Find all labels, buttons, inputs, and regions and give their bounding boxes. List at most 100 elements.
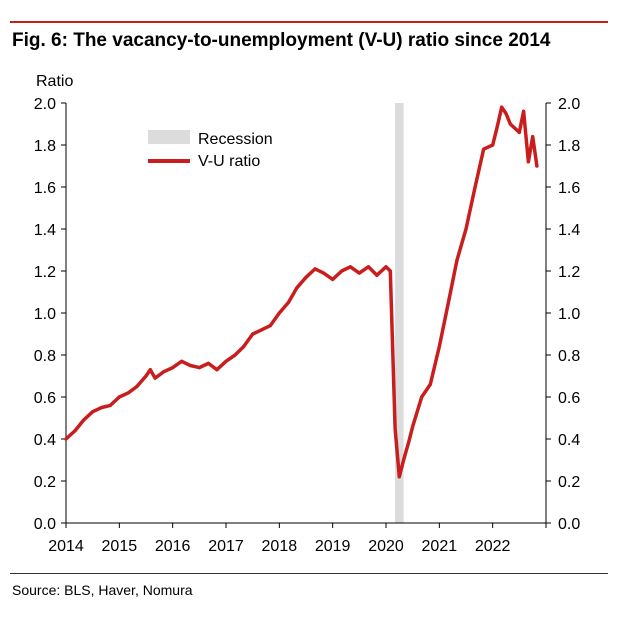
data-point	[531, 135, 535, 139]
data-point	[366, 265, 370, 269]
data-point	[535, 164, 539, 168]
data-point	[437, 345, 441, 349]
legend-label-recession: Recession	[198, 131, 273, 148]
data-point	[206, 361, 210, 365]
data-point	[420, 395, 424, 399]
data-point	[348, 265, 352, 269]
data-point	[508, 122, 512, 126]
legend-swatch-recession	[148, 130, 190, 144]
data-point	[393, 426, 397, 431]
x-tick-label: 2015	[102, 538, 138, 555]
data-point	[126, 391, 130, 395]
data-point	[491, 143, 495, 147]
data-point	[375, 273, 379, 277]
data-point	[64, 437, 68, 441]
data-point	[251, 332, 255, 336]
data-point	[224, 359, 228, 363]
data-point	[500, 105, 504, 109]
y-tick-label-left: 0.8	[34, 348, 56, 365]
bottom-rule	[10, 573, 608, 574]
data-point	[384, 265, 388, 269]
data-point	[233, 353, 237, 357]
data-point	[268, 324, 272, 328]
y-tick-label-right: 0.2	[558, 474, 580, 491]
data-point	[260, 328, 264, 332]
data-point	[148, 368, 152, 372]
x-tick-label: 2020	[368, 538, 404, 555]
y-tick-label-right: 0.6	[558, 390, 580, 407]
y-tick-label-right: 0.0	[558, 516, 580, 533]
x-tick-label: 2019	[315, 538, 351, 555]
data-point	[495, 126, 499, 130]
y-tick-label-left: 1.4	[34, 222, 56, 239]
y-tick-label-left: 0.6	[34, 390, 56, 407]
data-point	[517, 130, 521, 134]
data-point	[522, 109, 526, 113]
data-point	[304, 275, 308, 279]
data-point	[473, 185, 477, 189]
data-point	[144, 374, 148, 378]
y-tick-label-right: 1.4	[558, 222, 580, 239]
y-tick-label-left: 0.4	[34, 432, 56, 449]
data-point	[197, 366, 201, 370]
y-tick-label-right: 2.0	[558, 96, 580, 113]
x-tick-label: 2022	[475, 538, 511, 555]
recession-band	[395, 103, 404, 523]
x-tick-label: 2014	[48, 538, 84, 555]
data-point	[162, 370, 166, 374]
data-point	[171, 366, 175, 370]
data-point	[73, 429, 77, 433]
data-point	[455, 258, 459, 263]
y-tick-label-left: 1.2	[34, 264, 56, 281]
data-point	[180, 359, 184, 363]
y-tick-label-right: 0.4	[558, 432, 580, 449]
data-point	[100, 405, 104, 410]
y-tick-label-left: 2.0	[34, 96, 56, 113]
data-point	[357, 271, 361, 275]
data-point	[108, 403, 112, 407]
data-point	[286, 300, 290, 305]
data-point	[313, 267, 317, 271]
chart: 0.0 0.0 0.2 0.2 0.4 0.4 0.6 0.6 0.8 0.8 1.0 1.0 1.2 1…	[34, 73, 581, 555]
data-point	[135, 384, 139, 389]
y-tick-label-right: 1.8	[558, 138, 580, 155]
x-tick-label: 2018	[262, 538, 298, 555]
data-point	[331, 277, 335, 281]
data-point	[277, 311, 281, 315]
y-tick-label-left: 0.2	[34, 474, 56, 491]
source-note: Source: BLS, Haver, Nomura	[12, 582, 193, 598]
data-point	[153, 376, 157, 380]
data-point	[402, 458, 406, 462]
data-point	[526, 160, 531, 164]
data-point	[82, 418, 86, 422]
data-point	[215, 368, 219, 372]
data-point	[504, 111, 508, 116]
chart-title: Fig. 6: The vacancy-to-unemployment (V-U…	[12, 30, 551, 51]
y-axis-label: Ratio	[36, 73, 73, 90]
y-tick-label-left: 1.8	[34, 138, 56, 155]
data-point	[446, 300, 450, 305]
data-point	[340, 269, 344, 273]
data-point	[428, 382, 432, 386]
x-tick-label: 2017	[208, 538, 244, 555]
data-point	[188, 363, 192, 368]
data-point	[397, 475, 401, 479]
y-tick-label-right: 0.8	[558, 348, 580, 365]
y-tick-label-left: 1.6	[34, 180, 56, 197]
legend-label-vu-ratio: V-U ratio	[198, 153, 260, 170]
data-point	[464, 227, 468, 231]
y-tick-label-left: 1.0	[34, 306, 56, 323]
data-point	[406, 441, 410, 445]
y-tick-label-right: 1.2	[558, 264, 580, 281]
data-point	[295, 286, 299, 290]
data-point	[242, 345, 246, 349]
data-point	[388, 269, 392, 273]
y-tick-label-left: 0.0	[34, 516, 56, 533]
x-tick-label: 2016	[155, 538, 191, 555]
y-tick-label-right: 1.6	[558, 180, 580, 197]
y-tick-label-right: 1.0	[558, 306, 580, 323]
data-point	[117, 395, 121, 399]
x-tick-label: 2021	[422, 538, 458, 555]
data-point	[482, 147, 486, 151]
data-point	[91, 410, 95, 414]
